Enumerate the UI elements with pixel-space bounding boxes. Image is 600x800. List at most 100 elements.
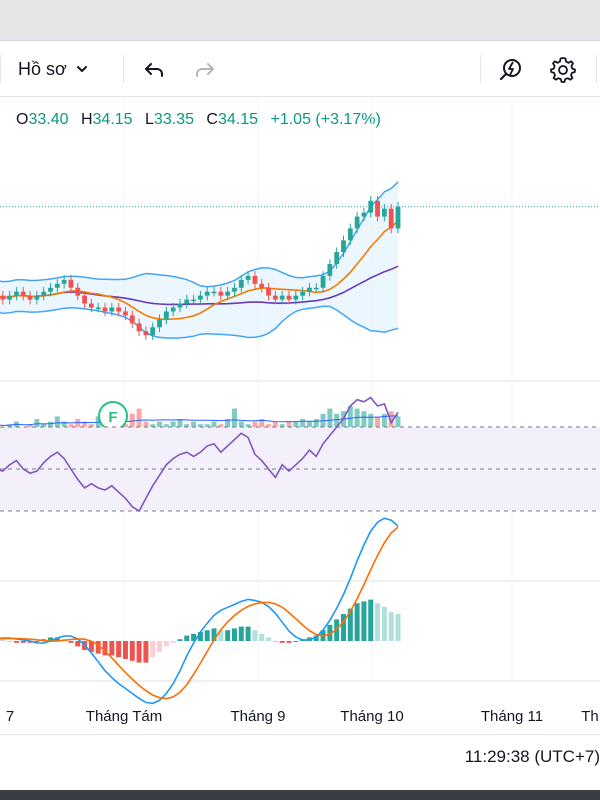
candle-body [129, 315, 135, 324]
volume-bar [368, 413, 374, 432]
macd-histogram-bar [259, 633, 265, 641]
gear-icon [550, 57, 576, 83]
bollinger-lower [0, 305, 399, 339]
open-value: 33.40 [28, 111, 69, 128]
redo-button[interactable] [188, 53, 222, 87]
undo-button[interactable] [137, 53, 171, 87]
macd-histogram-bar [340, 614, 346, 641]
macd-histogram-bar [116, 641, 122, 658]
toolbar-separator [123, 55, 124, 83]
macd-histogram-bar [279, 641, 285, 643]
macd-histogram-bar [163, 641, 169, 647]
candle-body [245, 275, 251, 280]
candle-body [14, 291, 19, 296]
macd-histogram-bar [184, 635, 190, 641]
chevron-down-icon [76, 66, 87, 72]
candle-body [191, 299, 196, 302]
macd-histogram-bar [109, 641, 115, 656]
candle-body [252, 275, 258, 284]
volume-bar [157, 421, 163, 432]
change-value: +1.05 (+3.17%) [270, 111, 381, 128]
candle-body [0, 295, 6, 300]
candle-body [75, 287, 81, 296]
low-label: L [145, 111, 154, 128]
candle-body [177, 303, 183, 308]
ohlc-legend: O33.40 H34.15 L33.35 C34.15 +1.05 (+3.17… [16, 111, 381, 129]
macd-histogram-bar [375, 603, 381, 641]
candle-body [307, 287, 312, 292]
candle-body [279, 295, 285, 300]
os-taskbar [0, 790, 600, 800]
macd-histogram-bar [313, 635, 319, 641]
macd-histogram-bar [395, 614, 401, 641]
volume-bar [347, 406, 353, 432]
macd-histogram-bar [68, 641, 74, 643]
quick-search-button[interactable] [494, 53, 528, 87]
candle-body [41, 291, 47, 296]
candle-body [334, 252, 340, 265]
macd-histogram-bar [204, 630, 210, 641]
volume-bar [293, 421, 299, 432]
macd-histogram-bar [34, 641, 40, 642]
candle-body [272, 295, 278, 300]
chart-canvas[interactable]: F 7 Tháng Tám Tháng 9 Tháng 10 Tháng 11 Th [0, 41, 600, 734]
candle-body [286, 295, 292, 300]
x-axis-tick-label: Th [581, 708, 599, 725]
clock-timezone[interactable]: 11:29:38 (UTC+7) [464, 747, 600, 766]
volume-bar [313, 419, 319, 432]
x-axis-tick-label: Tháng 10 [340, 708, 403, 725]
macd-histogram-bar [95, 641, 101, 654]
macd-histogram-bar [143, 641, 149, 663]
x-axis-tick-label: Tháng 9 [230, 708, 285, 725]
candle-body [313, 287, 319, 290]
volume-bar [306, 421, 312, 432]
toolbar-separator [480, 55, 481, 83]
macd-histogram-bar [245, 626, 251, 641]
macd-histogram-bar [75, 641, 81, 647]
candle-body [341, 240, 346, 253]
candle-body [198, 295, 203, 300]
settings-button[interactable] [546, 53, 580, 87]
candle-body [211, 291, 217, 294]
macd-histogram-bar [27, 641, 33, 643]
moving-average-fast [0, 220, 399, 321]
macd-histogram-bar [20, 641, 26, 643]
candle-body [354, 216, 360, 229]
candle-body [361, 212, 367, 217]
macd-histogram-bar [238, 626, 244, 641]
candle-body [388, 208, 394, 229]
candle-body [48, 287, 53, 292]
volume-bar [252, 421, 258, 432]
macd-histogram-bar [88, 641, 94, 652]
open-label: O [16, 111, 29, 128]
annotation-label: F [108, 409, 117, 426]
lightning-search-icon [499, 59, 521, 81]
volume-bar [381, 413, 387, 432]
macd-histogram-bar [54, 637, 60, 641]
volume-bar [354, 408, 360, 432]
macd-histogram-bar [13, 641, 19, 643]
volume-bar [361, 411, 367, 432]
volume-bar [320, 413, 326, 432]
profile-dropdown-button[interactable]: Hồ sơ [10, 53, 97, 85]
macd-histogram-bar [381, 606, 387, 641]
macd-histogram-bar [266, 637, 272, 641]
macd-histogram-bar [122, 641, 128, 659]
macd-histogram-bar [170, 641, 176, 643]
macd-histogram-bar [354, 603, 360, 641]
volume-bar [300, 419, 306, 432]
candle-body [327, 264, 333, 276]
candle-body [143, 331, 149, 336]
candle-body [95, 307, 101, 310]
candle-body [381, 208, 387, 217]
macd-histogram-bar [388, 612, 394, 641]
macd-line [0, 517, 399, 705]
candle-body [157, 319, 162, 328]
high-value: 34.15 [92, 111, 133, 128]
candle-body [218, 291, 224, 296]
candle-body [34, 295, 40, 300]
macd-histogram-bar [286, 641, 292, 643]
macd-histogram-bar [102, 641, 108, 656]
macd-histogram-bar [327, 624, 333, 641]
macd-histogram-bar [136, 641, 142, 663]
